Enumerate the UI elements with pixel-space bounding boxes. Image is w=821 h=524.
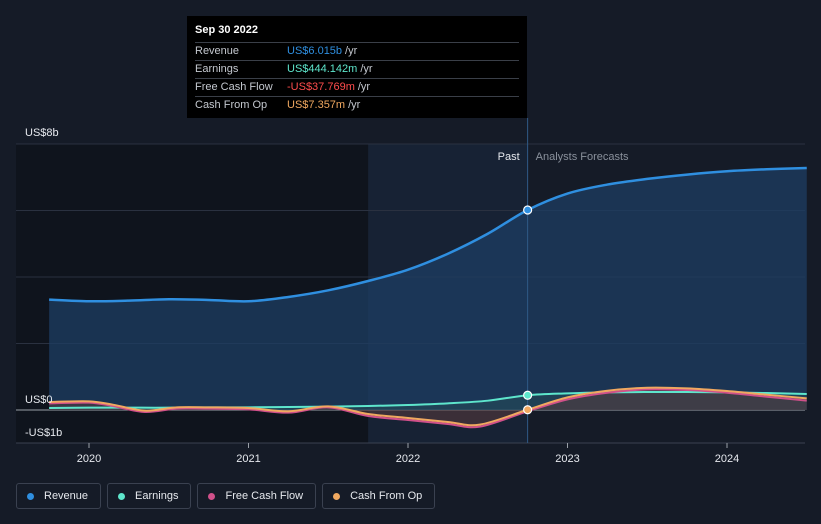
cash-from-op-line bbox=[49, 386, 807, 427]
legend: Revenue Earnings Free Cash Flow Cash Fro… bbox=[16, 483, 436, 509]
y-label-bottom: -US$1b bbox=[25, 427, 62, 439]
earnings-marker bbox=[523, 390, 533, 400]
forecast-label: Analysts Forecasts bbox=[536, 151, 629, 163]
x-axis-ticks: 2020 2021 2022 2023 2024 bbox=[77, 443, 739, 465]
highlight-markers bbox=[523, 205, 533, 415]
revenue-marker bbox=[523, 205, 533, 215]
revenue-line bbox=[49, 166, 807, 303]
series-areas bbox=[49, 167, 807, 428]
tooltip-label: Earnings bbox=[195, 63, 239, 75]
tooltip-value: US$7.357m bbox=[287, 99, 346, 111]
series-lines bbox=[49, 166, 807, 429]
y-label-top: US$8b bbox=[25, 127, 59, 139]
cash-from-op-area bbox=[49, 387, 807, 426]
earnings-area bbox=[49, 392, 807, 410]
legend-item-earnings[interactable]: Earnings bbox=[107, 483, 192, 509]
x-tick-label: 2024 bbox=[715, 453, 739, 465]
tooltip-row-earnings: Earnings US$444.142m /yr bbox=[195, 60, 519, 78]
free-cash-flow-line bbox=[49, 388, 807, 429]
revenue-area bbox=[49, 167, 807, 410]
cash-from-op-marker bbox=[523, 405, 533, 415]
legend-label: Earnings bbox=[135, 490, 179, 502]
x-tick-label: 2023 bbox=[555, 453, 579, 465]
legend-item-cash-from-op[interactable]: Cash From Op bbox=[322, 483, 436, 509]
tooltip-value: US$6.015b bbox=[287, 45, 343, 57]
tooltip-unit: /yr bbox=[360, 63, 373, 75]
x-tick-label: 2021 bbox=[236, 453, 260, 465]
tooltip-date: Sep 30 2022 bbox=[195, 24, 258, 36]
tooltip-value: US$444.142m bbox=[287, 63, 358, 75]
legend-label: Revenue bbox=[44, 490, 89, 502]
legend-label: Free Cash Flow bbox=[225, 490, 304, 502]
tooltip-label: Cash From Op bbox=[195, 99, 268, 111]
legend-item-free-cash-flow[interactable]: Free Cash Flow bbox=[197, 483, 317, 509]
legend-dot-icon bbox=[208, 492, 216, 500]
y-label-zero: US$0 bbox=[25, 394, 53, 406]
tooltip-row-free-cash-flow: Free Cash Flow -US$37.769m /yr bbox=[195, 78, 519, 96]
legend-dot-icon bbox=[118, 492, 126, 500]
tooltip: Sep 30 2022 Revenue US$6.015b /yr Earnin… bbox=[187, 16, 527, 118]
past-label: Past bbox=[498, 151, 520, 163]
tooltip-row-revenue: Revenue US$6.015b /yr bbox=[195, 42, 519, 60]
tooltip-row-cash-from-op: Cash From Op US$7.357m /yr bbox=[195, 96, 519, 114]
legend-label: Cash From Op bbox=[350, 490, 423, 502]
x-tick-label: 2022 bbox=[396, 453, 420, 465]
tooltip-value: -US$37.769m bbox=[287, 81, 355, 93]
tooltip-unit: /yr bbox=[345, 45, 358, 57]
free-cash-flow-area bbox=[49, 389, 807, 428]
legend-dot-icon bbox=[27, 492, 34, 500]
tooltip-unit: /yr bbox=[348, 99, 361, 111]
tooltip-label: Revenue bbox=[195, 45, 240, 57]
tooltip-unit: /yr bbox=[357, 81, 371, 93]
tooltip-label: Free Cash Flow bbox=[195, 81, 273, 93]
x-tick-label: 2020 bbox=[77, 453, 101, 465]
legend-dot-icon bbox=[333, 492, 341, 500]
legend-item-revenue[interactable]: Revenue bbox=[16, 483, 102, 509]
